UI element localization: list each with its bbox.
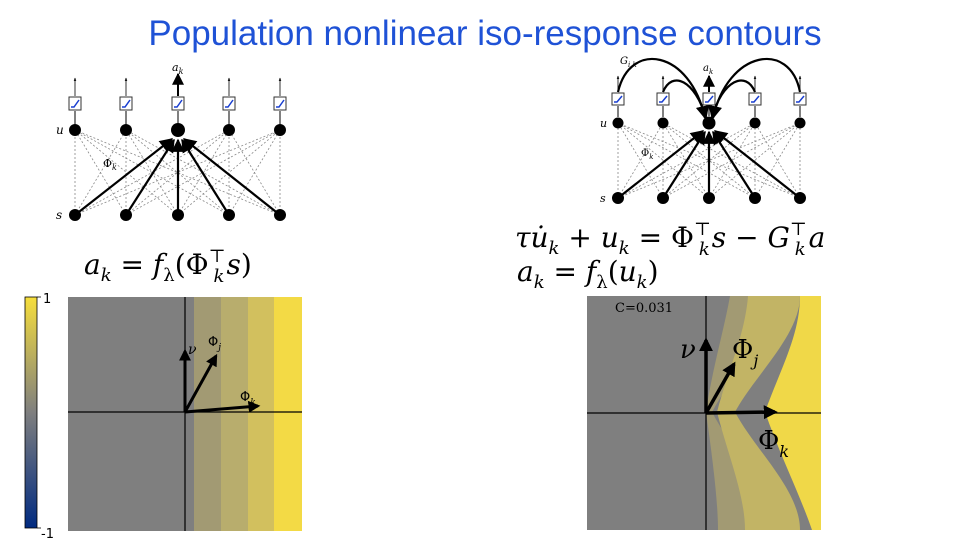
right-nu-label: ν [680, 335, 696, 365]
left-phi-j-label: Φj [208, 335, 221, 353]
left-band-3 [248, 297, 274, 531]
left-s-nodes [69, 209, 286, 221]
right-equation-line2: ak = fλ(uk) [517, 255, 659, 293]
right-s-nodes [612, 192, 806, 204]
right-band-1 [706, 296, 772, 530]
right-network-diagram: ak Gi,k u s Φk [600, 56, 807, 205]
left-nonlinearity-boxes [68, 72, 287, 124]
right-bold-arrows [617, 130, 801, 199]
left-band-1 [194, 297, 221, 531]
right-band-2 [717, 296, 800, 530]
left-phi-k-label: Φk [240, 390, 256, 408]
right-u-nodes [612, 116, 806, 130]
right-u-label: u [600, 117, 607, 130]
left-output-label: ak [172, 61, 184, 76]
colorbar: 1 -1 [24, 292, 54, 540]
left-phi-label: Φk [103, 157, 117, 172]
left-u-label: u [56, 123, 64, 137]
right-phi-j-label: Φj [732, 335, 758, 370]
left-s-label: s [56, 208, 62, 222]
right-nonlinearity-boxes [611, 74, 807, 117]
left-band-2 [221, 297, 248, 531]
left-nu-label: ν [188, 342, 197, 358]
right-lateral-connections [616, 57, 802, 120]
right-phi-label: Φk [641, 148, 653, 161]
colorbar-max-label: 1 [43, 292, 51, 307]
right-annotation: C=0.031 [615, 301, 673, 316]
left-equation: ak = fλ(Φ⊤ ks) [84, 246, 252, 287]
right-phi-k-arrow [705, 405, 778, 420]
right-equation-line1: τu̇k + uk = Φ⊤ ks − G⊤ k a [515, 219, 825, 260]
right-g-label: Gi,k [620, 56, 637, 69]
right-output-label: ak [703, 63, 713, 76]
slide-title: Population nonlinear iso-response contou… [148, 14, 822, 53]
left-phi-j-arrow [183, 353, 218, 413]
right-plot-overlay: C=0.031 ν Φj Φk [615, 301, 789, 461]
right-dotted-connections [617, 122, 801, 199]
left-band-4 [274, 297, 302, 531]
left-phi-k-arrow [184, 400, 261, 414]
left-network-diagram: ak u s Φk [56, 61, 287, 222]
left-bold-arrows [74, 138, 281, 216]
right-phi-j-arrow [704, 361, 736, 414]
colorbar-min-label: -1 [41, 527, 54, 540]
right-phi-k-label: Φk [758, 426, 789, 461]
left-u-nodes [69, 123, 286, 137]
right-s-label: s [600, 192, 606, 205]
left-contour-plot: ν Φj Φk [68, 297, 302, 531]
right-contour-plot [587, 296, 821, 530]
